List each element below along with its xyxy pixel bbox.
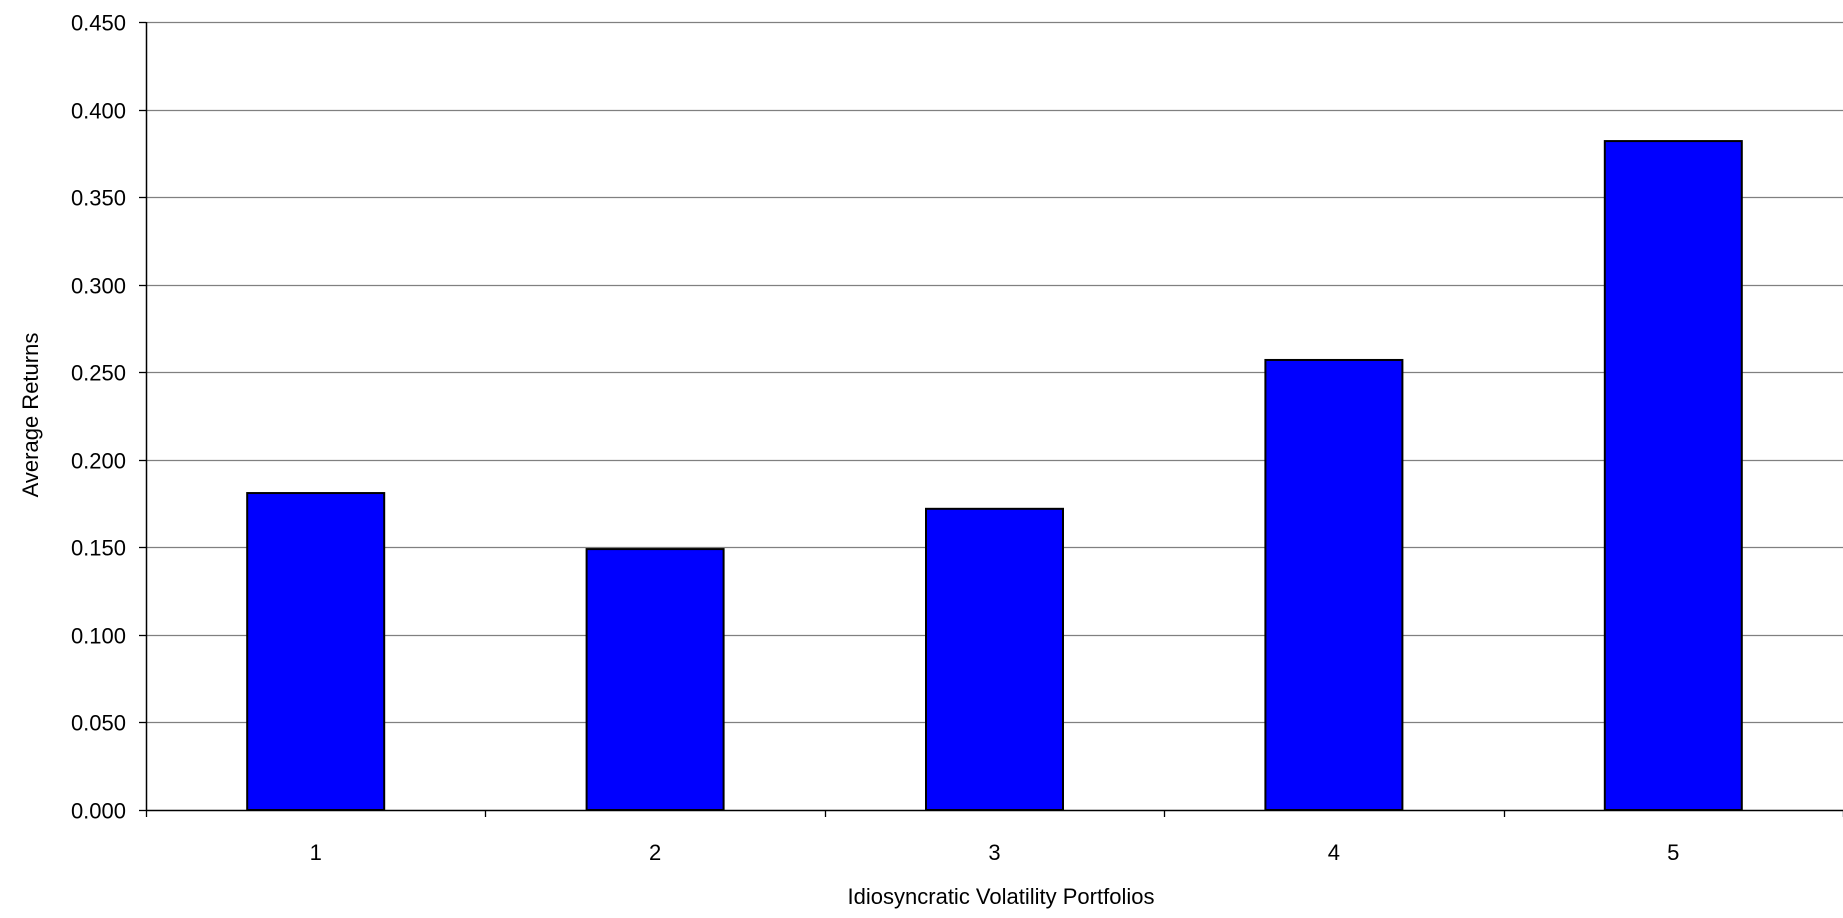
x-tick-labels: 1 2 3 4 5 (310, 840, 1680, 865)
y-tick-label: 0.100 (71, 624, 126, 649)
x-tick-label: 1 (310, 840, 322, 865)
y-tick-label: 0.400 (71, 99, 126, 124)
y-tick-label: 0.300 (71, 274, 126, 299)
bar-1 (246, 492, 386, 811)
x-tick-label: 5 (1667, 840, 1679, 865)
y-tick-label: 0.200 (71, 449, 126, 474)
y-tick-label: 0.000 (71, 799, 126, 824)
bar-4 (1264, 358, 1404, 811)
y-tick-label: 0.150 (71, 536, 126, 561)
bar-5 (1603, 140, 1743, 811)
y-tick-labels: 0.000 0.050 0.100 0.150 0.200 0.250 0.300 0.350… (71, 11, 126, 824)
x-tick-label: 2 (649, 840, 661, 865)
gridlines (146, 21, 1843, 724)
bars (246, 140, 1743, 812)
x-tick-label: 3 (988, 840, 1000, 865)
y-tick-label: 0.250 (71, 361, 126, 386)
axes (139, 21, 1843, 817)
bar-3 (925, 507, 1064, 811)
bar-2 (585, 548, 725, 812)
y-axis-title: Average Returns (18, 333, 43, 498)
x-axis-title: Idiosyncratic Volatility Portfolios (848, 884, 1155, 909)
y-tick-label: 0.050 (71, 711, 126, 736)
y-tick-label: 0.350 (71, 186, 126, 211)
y-tick-label: 0.450 (71, 11, 126, 36)
x-tick-label: 4 (1328, 840, 1340, 865)
